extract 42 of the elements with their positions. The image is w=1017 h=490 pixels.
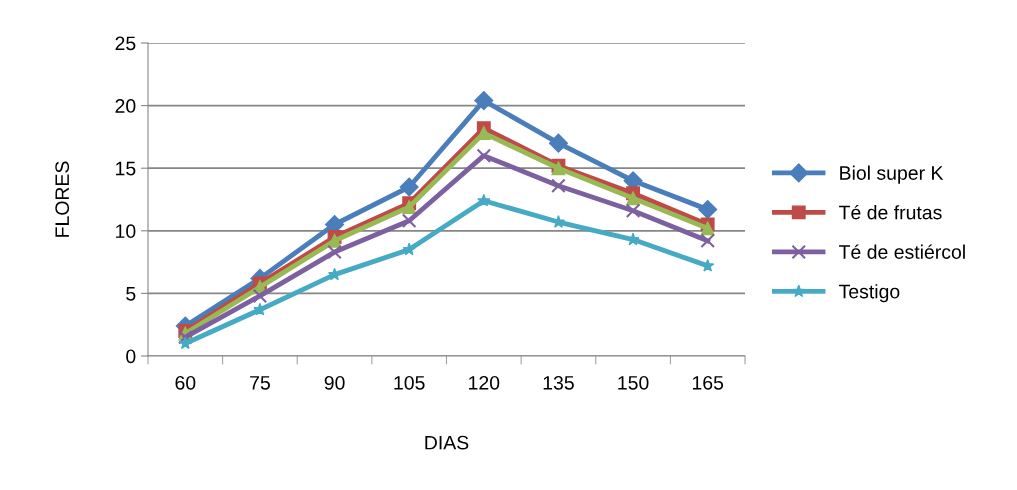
legend-label: Té de estiércol (839, 244, 965, 259)
y-tick-label: 20 (115, 99, 136, 113)
point (401, 213, 417, 229)
x-tick-label: 165 (692, 375, 724, 390)
point (474, 91, 494, 111)
point (402, 242, 416, 256)
legend-label: Té de frutas (839, 204, 942, 220)
x-tick-label: 120 (469, 375, 500, 390)
legend-label: Biol super K (840, 165, 944, 184)
point (700, 233, 715, 249)
y-tick-label: 5 (126, 287, 136, 301)
point (476, 126, 491, 141)
point (698, 199, 718, 220)
point (399, 177, 419, 197)
point (253, 302, 267, 316)
point (551, 178, 566, 194)
point (626, 191, 641, 206)
point (548, 133, 568, 153)
y-tick-label: 0 (126, 349, 136, 364)
x-tick-label: 135 (543, 375, 574, 390)
x-axis-title: DIAS (425, 435, 469, 450)
x-tick-label: 75 (250, 376, 270, 390)
y-axis-title: FLORES (55, 161, 70, 237)
point (477, 193, 491, 207)
point (178, 329, 193, 345)
point (327, 244, 342, 260)
point (252, 288, 268, 304)
point (476, 148, 492, 163)
point (701, 258, 715, 272)
point (625, 203, 641, 219)
point (626, 232, 640, 246)
point (700, 221, 715, 236)
x-tick-label: 105 (394, 375, 425, 390)
point (402, 200, 417, 214)
x-tick-label: 60 (175, 375, 196, 390)
y-tick-label: 10 (116, 224, 136, 239)
x-tick-label: 150 (618, 375, 649, 390)
y-tick-label: 15 (116, 161, 136, 176)
y-tick-label: 25 (115, 36, 136, 51)
x-tick-label: 90 (324, 375, 345, 390)
legend-label: Testigo (839, 284, 900, 303)
point (178, 336, 192, 350)
